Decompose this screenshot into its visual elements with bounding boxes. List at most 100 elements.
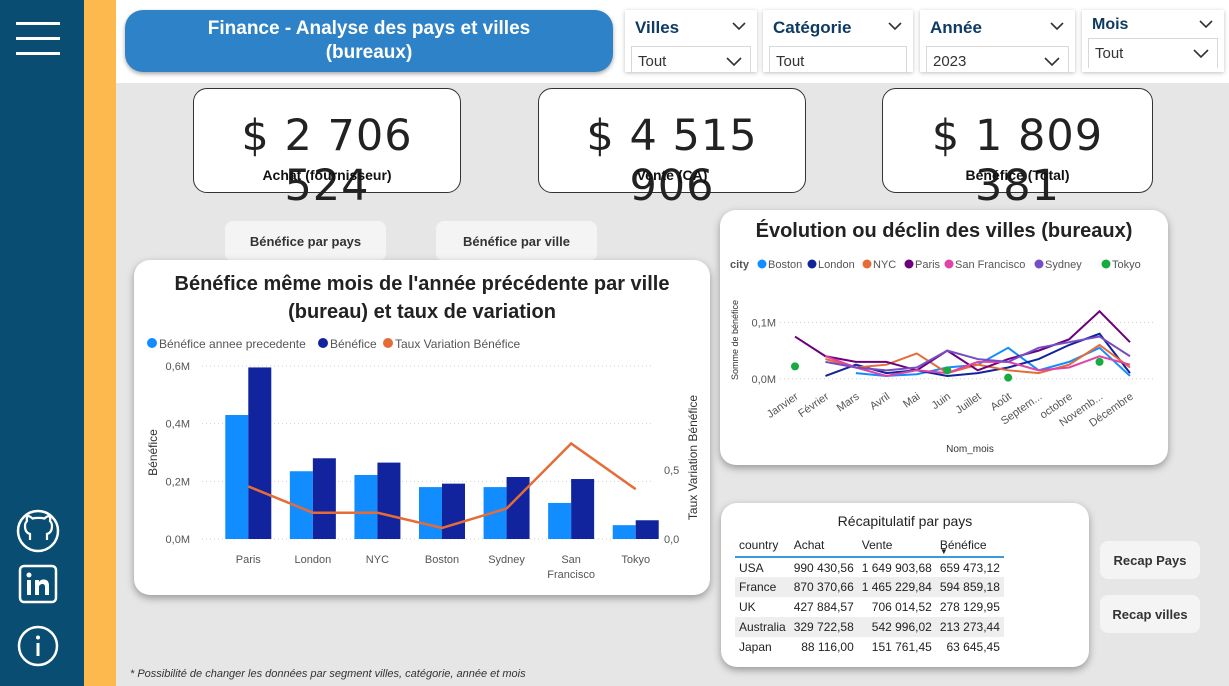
- slicer-title: Année: [930, 18, 982, 37]
- x-axis-label: Nom_mois: [946, 444, 994, 455]
- legend-marker: [944, 259, 954, 269]
- github-icon[interactable]: [14, 507, 62, 555]
- table-row: Japan 88 116,00 151 761,45 63 645,45: [735, 637, 1004, 657]
- bar-prev-year: [354, 474, 378, 539]
- bar-prev-year: [419, 487, 442, 539]
- table-cell: 594 859,18: [935, 577, 1004, 597]
- y-tick-label: 0,1M: [752, 318, 776, 330]
- page-title: Finance - Analyse des pays et villes (bu…: [125, 10, 613, 72]
- legend-marker: [757, 259, 767, 269]
- table-cell: 63 645,45: [946, 640, 1000, 654]
- benefice-par-ville-button[interactable]: Bénéfice par ville: [436, 221, 597, 261]
- bar-benefice: [312, 458, 336, 539]
- slicer-mois[interactable]: Mois Tout: [1082, 10, 1224, 72]
- menu-icon[interactable]: [14, 14, 62, 62]
- series-line: [825, 335, 1131, 372]
- y2-tick-label: 0,5: [664, 465, 679, 477]
- table-header-row: country Achat Vente Bénéfice ▼: [735, 533, 1004, 558]
- legend-label: NYC: [873, 259, 896, 271]
- benefice-par-pays-button[interactable]: Bénéfice par pays: [225, 221, 386, 261]
- chevron-down-icon[interactable]: [731, 18, 747, 34]
- chevron-down-icon[interactable]: [887, 18, 903, 34]
- series-point: [791, 362, 799, 371]
- combo-chart-card: Bénéfice même mois de l'année précédente…: [134, 260, 710, 595]
- x-tick-label: Avril: [868, 391, 892, 413]
- chevron-down-icon[interactable]: [1049, 18, 1065, 34]
- legend-marker: [1101, 259, 1111, 269]
- x-tick-label: Boston: [425, 554, 459, 566]
- slicer-categorie[interactable]: Catégorie Tout: [763, 10, 913, 72]
- table-cell: 1 465 229,84: [857, 577, 936, 597]
- chevron-down-icon[interactable]: [1198, 16, 1214, 32]
- column-header[interactable]: country: [735, 533, 790, 558]
- chevron-down-icon[interactable]: [1193, 47, 1209, 59]
- page-title-text: Finance - Analyse des pays et villes (bu…: [207, 18, 531, 63]
- table-cell: 659 473,12: [939, 560, 1000, 575]
- x-tick-label: Mai: [901, 391, 922, 411]
- legend-title: city: [730, 259, 750, 271]
- linkedin-icon[interactable]: [14, 560, 62, 608]
- slicer-title: Catégorie: [773, 18, 852, 37]
- kpi-label: Achat (fournisseur): [262, 167, 392, 183]
- info-icon[interactable]: [14, 622, 62, 670]
- chevron-down-icon[interactable]: [726, 55, 742, 67]
- bar-benefice: [571, 479, 595, 539]
- series-line: [825, 355, 1131, 377]
- bar-benefice: [377, 462, 401, 539]
- y-tick-label: 0,4M: [166, 419, 190, 431]
- x-tick-label: Paris: [236, 554, 262, 566]
- slicer-dropdown[interactable]: Tout: [631, 46, 751, 72]
- x-tick-label: Février: [796, 390, 831, 420]
- recap-table: country Achat Vente Bénéfice ▼ USA 990 430,56…: [735, 533, 1004, 657]
- column-header[interactable]: Achat: [789, 533, 858, 558]
- legend-label: London: [818, 259, 855, 271]
- x-tick-label: Mars: [835, 390, 862, 414]
- line-chart-card: Évolution ou déclin des villes (bureaux)…: [720, 210, 1168, 465]
- table-row: France 870 370,66 1 465 229,84 594 859,18: [735, 577, 1004, 597]
- slicer-value: Tout: [1095, 45, 1124, 62]
- chart-title: Évolution ou déclin des villes (bureaux): [755, 220, 1133, 242]
- x-tick-label: Juillet: [954, 391, 984, 417]
- slicer-title: Villes: [635, 18, 680, 37]
- chevron-down-icon[interactable]: [1044, 55, 1060, 67]
- bar-benefice: [248, 367, 272, 539]
- legend-label: Sydney: [1045, 259, 1082, 271]
- series-line: [794, 309, 1131, 372]
- table-cell: 427 884,57: [793, 600, 854, 614]
- slicer-value: Tout: [638, 53, 667, 70]
- table-cell: Japan: [739, 640, 772, 654]
- kpi-card-achat: $ 2 706 524 Achat (fournisseur): [193, 88, 461, 211]
- legend-label: Bénéfice annee precedente: [159, 337, 306, 351]
- recap-villes-button[interactable]: Recap villes: [1100, 595, 1200, 633]
- slicer-dropdown[interactable]: Tout: [769, 46, 907, 72]
- slicer-dropdown[interactable]: Tout: [1088, 38, 1218, 68]
- slicer-title: Mois: [1092, 16, 1129, 33]
- column-header[interactable]: Vente: [857, 533, 936, 558]
- chart-title: Bénéfice même mois de l'année précédente…: [174, 273, 670, 323]
- slicer-dropdown[interactable]: 2023: [926, 46, 1069, 72]
- y-tick-label: 0,0M: [752, 374, 776, 386]
- x-tick-label: Tokyo: [621, 554, 650, 566]
- series-point: [1095, 357, 1104, 366]
- kpi-label: Bénéfice (Total): [965, 167, 1070, 183]
- bar-prev-year: [548, 502, 572, 539]
- legend-marker: [807, 259, 817, 269]
- slicer-annee[interactable]: Année 2023: [920, 10, 1075, 72]
- sidebar: [0, 0, 84, 686]
- legend-marker: [904, 259, 914, 269]
- sort-desc-icon: ▼: [939, 547, 948, 556]
- bar-benefice: [635, 520, 659, 539]
- x-tick-label: Janvier: [765, 390, 801, 420]
- slicer-value: Tout: [776, 53, 805, 70]
- table-cell: 88 116,00: [801, 640, 854, 654]
- bar-benefice: [442, 483, 465, 539]
- slicer-villes[interactable]: Villes Tout: [625, 10, 757, 72]
- y-tick-label: 0,6M: [166, 361, 190, 373]
- recap-pays-button[interactable]: Recap Pays: [1100, 541, 1200, 579]
- recap-table-card: Récapitulatif par pays country Achat Vente…: [721, 503, 1089, 667]
- y-tick-label: 0,2M: [166, 476, 190, 488]
- table-row: USA 990 430,56 1 649 903,68 659 473,12: [735, 557, 1004, 577]
- series-point: [1004, 373, 1013, 382]
- table-cell: Australia: [735, 617, 790, 637]
- column-header[interactable]: Bénéfice ▼: [935, 533, 1004, 558]
